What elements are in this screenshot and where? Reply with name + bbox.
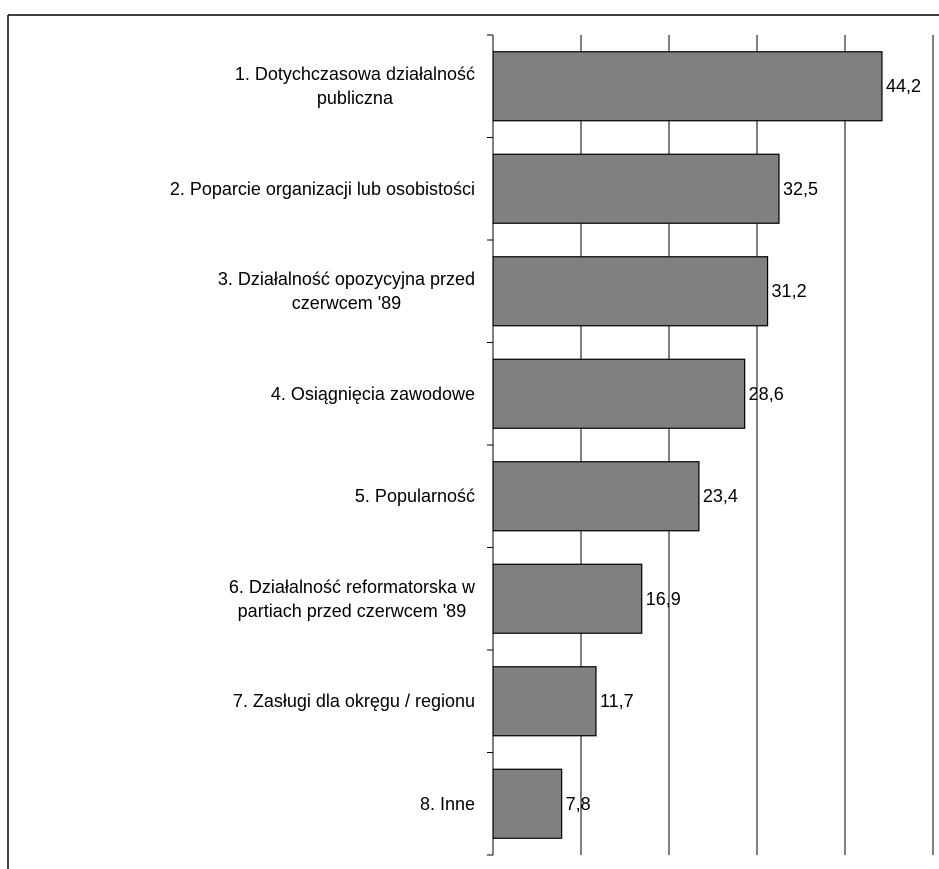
value-label: 31,2 [771, 281, 807, 302]
value-label: 23,4 [702, 486, 738, 507]
bar [492, 51, 883, 122]
category-label: 5. Popularność [354, 486, 475, 507]
category-label: 7. Zasługi dla okręgu / regionu [232, 691, 475, 712]
bar [492, 153, 780, 224]
bar [492, 256, 769, 327]
bar [492, 563, 643, 634]
value-label: 16,9 [645, 588, 681, 609]
category-label: 4. Osiągnięcia zawodowe [270, 383, 475, 404]
category-label: 3. Działalność opozycyjna przed czerwcem… [217, 269, 475, 314]
value-label: 28,6 [748, 383, 784, 404]
category-label: 8. Inne [419, 793, 475, 814]
category-label: 1. Dotychczasowa działalność publiczna [234, 64, 475, 109]
value-label: 32,5 [783, 178, 819, 199]
bar [492, 768, 563, 839]
value-label: 44,2 [885, 76, 921, 97]
value-label: 11,7 [599, 691, 634, 712]
category-label: 6. Działalność reformatorska w partiach … [228, 576, 475, 621]
bar [492, 358, 746, 429]
bar [492, 666, 597, 737]
category-label: 2. Poparcie organizacji lub osobistości [169, 178, 475, 199]
value-label: 7,8 [565, 793, 591, 814]
bar [492, 461, 700, 532]
